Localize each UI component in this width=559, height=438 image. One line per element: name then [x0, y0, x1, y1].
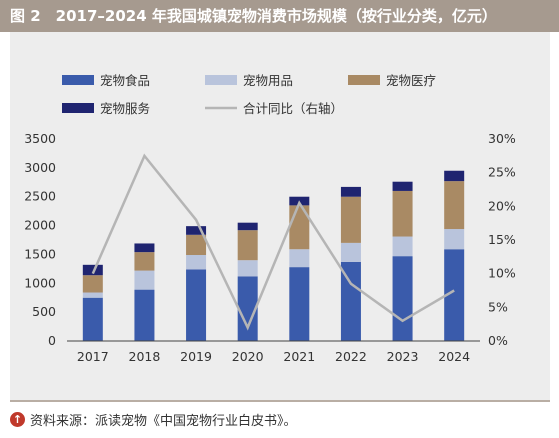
bar-segment [82, 275, 103, 293]
bar-segment [444, 181, 465, 230]
bar-segment [186, 269, 207, 341]
bar-segment [444, 249, 465, 341]
bar-segment [237, 260, 258, 277]
bar-segment [134, 270, 155, 290]
x-tick-label: 2024 [438, 349, 470, 364]
bar-segment [444, 170, 465, 182]
y-tick-label: 500 [32, 304, 56, 319]
bar-segment [289, 249, 310, 268]
legend-label: 宠物用品 [243, 73, 293, 88]
y-tick-label: 2500 [24, 189, 56, 204]
legend-label: 宠物食品 [100, 73, 150, 88]
title-bar: 图 2 2017–2024 年我国城镇宠物消费市场规模（按行业分类，亿元） [0, 0, 559, 32]
legend-swatch [348, 75, 380, 85]
bar-segment [392, 181, 413, 191]
x-tick-label: 2021 [283, 349, 315, 364]
chart-panel: 宠物食品 宠物用品 宠物医疗宠物服务 合计同比（右轴） 0 500 1000 1500 2000… [10, 32, 550, 400]
source-note: ↑ 资料来源：派读宠物《中国宠物行业白皮书》。 [10, 408, 297, 430]
y2-tick-label: 30% [488, 131, 516, 146]
up-arrow-icon: ↑ [10, 411, 25, 427]
bar-segment [340, 186, 361, 197]
bar-segment [392, 256, 413, 341]
y2-tick-label: 15% [488, 232, 516, 247]
bar-segment [186, 226, 207, 235]
bar-segment [340, 261, 361, 341]
bar-segment [340, 242, 361, 262]
yoy-growth-line [91, 153, 455, 331]
y-tick-label: 3500 [24, 131, 56, 146]
bar-segment [186, 234, 207, 256]
bar-segment [134, 243, 155, 253]
bar-segment [237, 222, 258, 231]
legend-label: 宠物服务 [100, 101, 150, 116]
x-tick-label: 2019 [180, 349, 212, 364]
bar-segment [237, 230, 258, 261]
y-tick-label: 0 [48, 333, 56, 348]
x-tick-label: 2023 [387, 349, 419, 364]
legend-swatch [205, 75, 237, 85]
x-tick-label: 2017 [77, 349, 109, 364]
source-text: 资料来源：派读宠物《中国宠物行业白皮书》。 [30, 413, 297, 429]
y2-tick-label: 25% [488, 165, 516, 180]
bar-segment [134, 252, 155, 271]
x-tick-label: 2022 [335, 349, 367, 364]
y-tick-label: 1500 [24, 246, 56, 261]
legend-label: 合计同比（右轴） [243, 101, 343, 116]
bar-segment [237, 276, 258, 341]
x-tick-label: 2020 [232, 349, 264, 364]
y-tick-label: 2000 [24, 218, 56, 233]
footer-divider [10, 400, 550, 402]
bar-segment [82, 297, 103, 341]
bar-segment [340, 196, 361, 243]
bar-segment [82, 264, 103, 276]
bar-segment [392, 190, 413, 237]
bar-segment [134, 289, 155, 341]
y2-tick-label: 5% [488, 299, 508, 314]
legend-label: 宠物医疗 [386, 73, 436, 88]
y2-tick-label: 10% [488, 266, 516, 281]
y-tick-label: 3000 [24, 160, 56, 175]
bar-segment [392, 236, 413, 257]
y2-tick-label: 20% [488, 198, 516, 213]
bar-segment [82, 292, 103, 298]
legend-swatch [62, 103, 94, 113]
x-tick-label: 2018 [129, 349, 161, 364]
y-tick-label: 1000 [24, 275, 56, 290]
chart-title: 图 2 2017–2024 年我国城镇宠物消费市场规模（按行业分类，亿元） [10, 7, 497, 25]
legend-swatch [62, 75, 94, 85]
bar-segment [186, 255, 207, 270]
bar-segment [444, 229, 465, 250]
bar-segment [289, 267, 310, 341]
y2-tick-label: 0% [488, 333, 508, 348]
